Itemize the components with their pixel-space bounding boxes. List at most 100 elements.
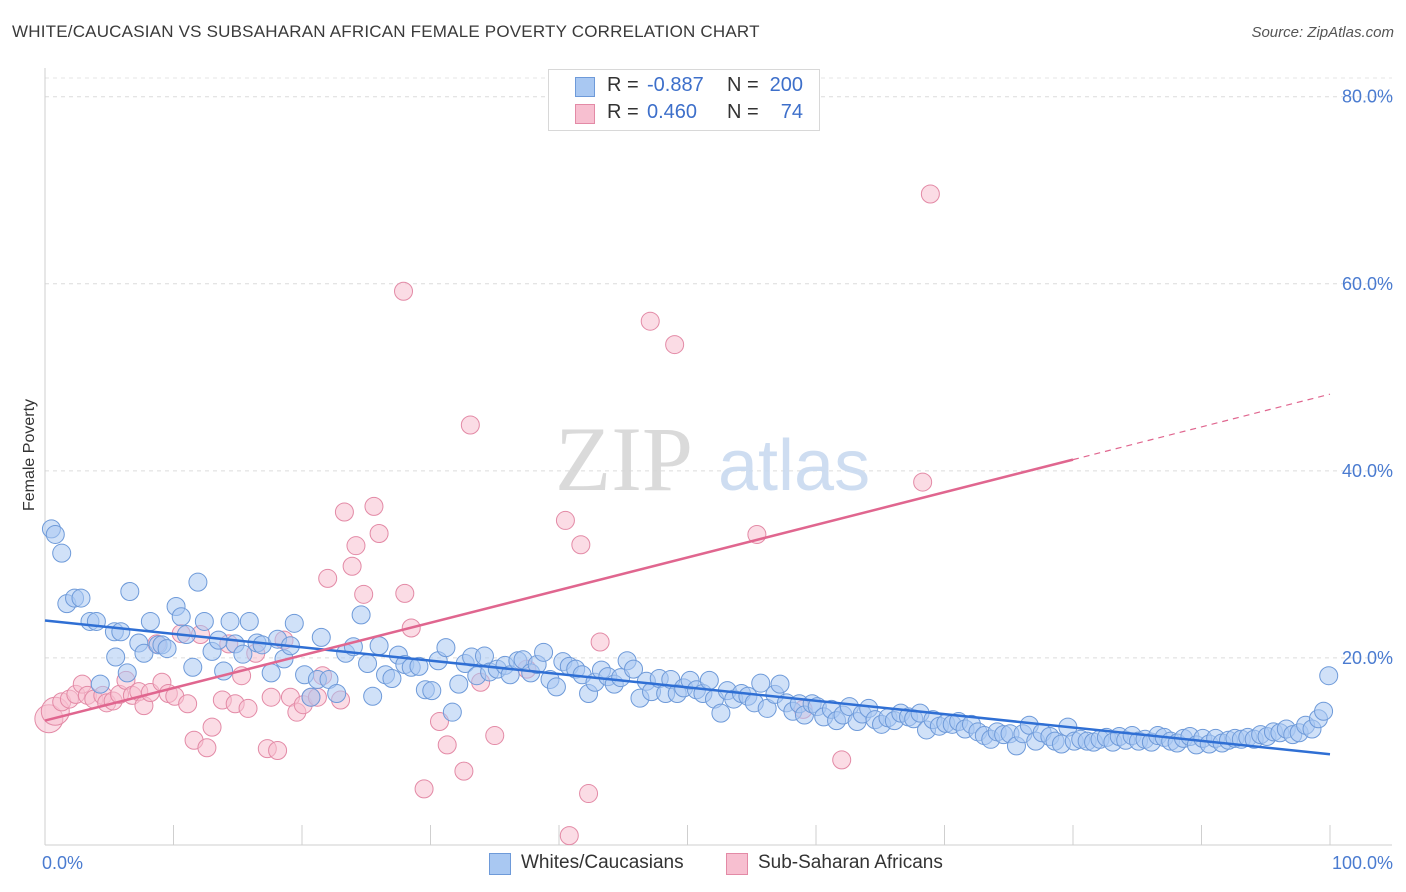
white-point [363,686,383,706]
y-tick-label: 20.0% [1342,648,1393,668]
white-point [71,588,91,608]
white-point [1319,666,1339,686]
x-tick-label-min: 0.0% [42,853,83,873]
subsaharan-point [268,741,288,761]
white-point [382,669,402,689]
white-point [311,627,331,647]
white-point [301,687,321,707]
subsaharan-point [394,281,414,301]
subsaharan-point [454,761,474,781]
tick-labels: 20.0% 40.0% 60.0% 80.0% 0.0% 100.0% [42,87,1393,873]
white-point [239,611,259,631]
white-point [120,582,140,602]
white-point [111,622,131,642]
white-point [52,543,72,563]
subsaharan-point [202,717,222,737]
white-point [358,654,378,674]
legend-r-value: 0.460 [647,101,698,123]
legend-row-white: R = -0.887 N = 200 [549,73,819,99]
legend-swatch-subsaharan [575,104,595,124]
subsaharan-point [346,536,366,556]
subsaharan-point [342,556,362,576]
white-point [546,677,566,697]
white-point [442,702,462,722]
white-point [134,643,154,663]
watermark: ZIP atlas [555,408,870,510]
subsaharan-point [590,632,610,652]
legend-n-label: N = [727,74,759,96]
subsaharan-point [369,524,389,544]
gridlines [45,77,1392,659]
subsaharan-point [832,750,852,770]
subsaharan-point [197,738,217,758]
subsaharan-point [559,826,579,846]
source-label: Source: ZipAtlas.com [1251,24,1394,41]
trend-lines [44,393,1331,756]
white-point [188,572,208,592]
subsaharan-point [364,496,384,516]
bottom-legend-swatch-white [489,853,511,875]
chart-title: WHITE/CAUCASIAN VS SUBSAHARAN AFRICAN FE… [12,22,760,41]
subsaharan-point [485,726,505,746]
subsaharan-point [318,568,338,588]
bottom-legend-label-subsaharan: Sub-Saharan Africans [758,852,943,873]
series-subsaharan-points [34,184,940,846]
subsaharan-point [354,584,374,604]
legend-row-subsaharan: R = 0.460 N = 74 [549,100,819,126]
white-point [284,613,304,633]
subsaharan-point [238,698,258,718]
white-point [369,636,389,656]
white-point [1314,701,1334,721]
subsaharan-point [555,510,575,530]
white-point [117,663,137,683]
subsaharan-point [395,583,415,603]
white-point [106,647,126,667]
subsaharan-point [429,712,449,732]
legend: R = -0.887 N = 200 R = 0.460 N = 74 [548,69,820,131]
subsaharan-point [437,735,457,755]
bottom-legend-label-white: Whites/Caucasians [521,852,684,873]
y-tick-label: 60.0% [1342,274,1393,294]
white-point [409,656,429,676]
white-point [770,674,790,694]
legend-r-value: -0.887 [647,74,704,96]
white-point [171,607,191,627]
subsaharan-point [414,779,434,799]
white-trend-line [44,619,1331,756]
x-tick-label-max: 100.0% [1332,853,1393,873]
subsaharan-point [261,687,281,707]
white-point [534,642,554,662]
subsaharan-trend-extension [1072,393,1331,461]
watermark-atlas: atlas [718,426,870,506]
white-point [90,674,110,694]
subsaharan-point [579,784,599,804]
white-point [751,673,771,693]
white-point [45,524,65,544]
subsaharan-point [178,694,198,714]
series-white-points [41,519,1339,756]
white-point [140,611,160,631]
white-point [157,639,177,659]
subsaharan-point [665,335,685,355]
white-point [711,703,731,723]
y-axis-label: Female Poverty [21,399,38,511]
y-tick-label: 40.0% [1342,461,1393,481]
bottom-legend-swatch-subsaharan [726,853,748,875]
subsaharan-point [920,184,940,204]
white-point [449,674,469,694]
subsaharan-point [913,472,933,492]
subsaharan-point [334,502,354,522]
legend-r-label: R = [607,74,639,96]
subsaharan-point [640,311,660,331]
white-point [220,611,240,631]
legend-r-label: R = [607,101,639,123]
white-point [624,659,644,679]
white-point [261,663,281,683]
subsaharan-point [460,415,480,435]
legend-n-label: N = [727,101,759,123]
white-point [436,638,456,658]
white-point [422,681,442,701]
legend-n-value: 74 [780,101,803,123]
white-point [351,605,371,625]
